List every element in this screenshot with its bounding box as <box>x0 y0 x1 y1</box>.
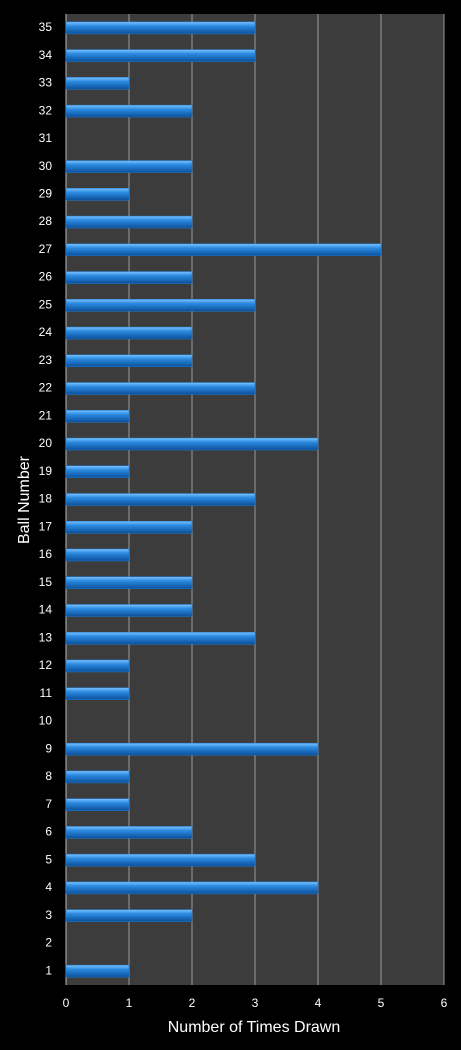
y-tick-label: 11 <box>40 686 53 700</box>
bar <box>65 881 319 895</box>
y-tick-label: 14 <box>39 603 53 617</box>
y-tick-label: 4 <box>45 880 52 894</box>
y-tick-label: 3 <box>45 908 52 922</box>
bar <box>65 909 193 922</box>
y-tick-label: 18 <box>39 492 53 506</box>
y-axis-label: Ball Number <box>16 455 33 544</box>
y-tick-label: 23 <box>39 353 53 367</box>
y-tick-label: 13 <box>39 630 53 644</box>
bar <box>65 243 382 257</box>
bar <box>65 160 193 173</box>
x-tick-label: 3 <box>252 996 259 1010</box>
y-tick-label: 1 <box>45 963 52 977</box>
x-tick-label: 2 <box>189 996 196 1010</box>
x-tick-label: 4 <box>315 996 322 1010</box>
y-tick-label: 8 <box>45 769 52 783</box>
y-tick-label: 7 <box>45 797 52 811</box>
y-tick-label: 12 <box>39 658 53 672</box>
bar <box>65 493 256 506</box>
y-tick-label: 24 <box>39 325 53 339</box>
y-tick-label: 17 <box>39 519 53 533</box>
y-tick-label: 16 <box>39 547 53 561</box>
bar <box>65 520 193 534</box>
y-tick-label: 32 <box>39 103 53 117</box>
bar <box>65 548 130 562</box>
y-tick-label: 25 <box>39 297 53 311</box>
y-tick-label: 9 <box>45 741 52 755</box>
y-tick-label: 33 <box>39 76 53 90</box>
y-tick-label: 27 <box>39 242 53 256</box>
bar <box>65 104 193 118</box>
y-tick-label: 21 <box>39 408 53 422</box>
y-tick-label: 2 <box>45 936 52 950</box>
bar <box>65 659 130 673</box>
bar <box>65 49 256 62</box>
bar <box>65 77 130 90</box>
bar <box>65 382 256 395</box>
bar <box>65 188 130 201</box>
y-tick-label: 10 <box>39 714 53 728</box>
bar <box>65 576 193 589</box>
bar <box>65 826 193 839</box>
y-tick-label: 6 <box>45 825 52 839</box>
y-tick-label: 22 <box>39 381 53 395</box>
bar <box>65 271 193 284</box>
x-tick-label: 5 <box>378 996 385 1010</box>
bar <box>65 798 130 811</box>
y-tick-label: 20 <box>39 436 53 450</box>
bar <box>65 853 256 867</box>
x-axis-label: Number of Times Drawn <box>168 1019 341 1036</box>
y-tick-label: 5 <box>45 852 52 866</box>
y-tick-label: 31 <box>39 131 53 145</box>
y-tick-label: 26 <box>39 270 53 284</box>
bar <box>65 21 256 35</box>
bar <box>65 631 256 645</box>
bar <box>65 964 130 978</box>
y-tick-label: 19 <box>39 464 53 478</box>
bar <box>65 465 130 479</box>
bar <box>65 354 193 368</box>
bar <box>65 437 319 451</box>
bar <box>65 770 130 784</box>
x-tick-label: 1 <box>126 996 133 1010</box>
y-tick-label: 15 <box>39 575 53 589</box>
y-tick-label: 29 <box>39 187 53 201</box>
x-tick-label: 6 <box>441 996 448 1010</box>
bar <box>65 604 193 617</box>
bar <box>65 687 130 700</box>
bar <box>65 326 193 340</box>
y-tick-label: 35 <box>39 20 53 34</box>
y-tick-label: 28 <box>39 214 53 228</box>
y-tick-label: 30 <box>39 159 53 173</box>
x-tick-label: 0 <box>63 996 70 1010</box>
bar <box>65 215 193 229</box>
bar <box>65 742 319 756</box>
bar <box>65 410 130 423</box>
y-tick-label: 34 <box>39 48 53 62</box>
bar <box>65 299 256 312</box>
